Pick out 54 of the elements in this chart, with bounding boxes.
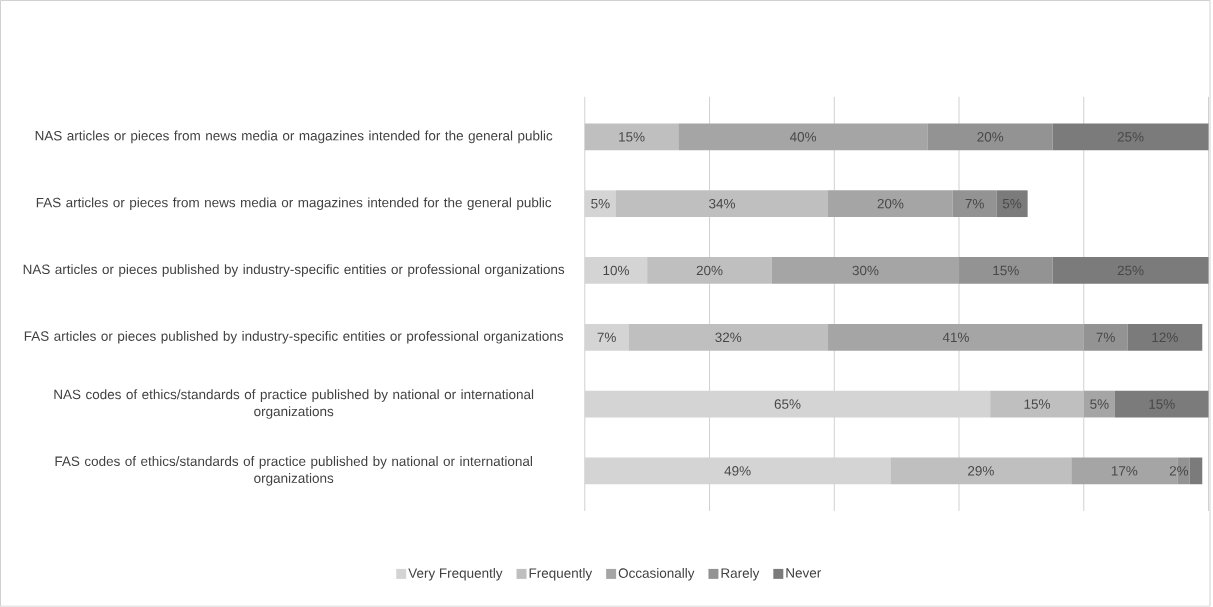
- bar: [890, 457, 1072, 485]
- bar: [1052, 123, 1209, 151]
- bar: [828, 324, 1084, 351]
- data-label: 41%: [942, 332, 969, 343]
- data-label: 7%: [597, 332, 616, 343]
- bar: [959, 257, 1053, 284]
- data-label: 29%: [968, 466, 994, 476]
- bar: [927, 123, 1053, 151]
- bar: [990, 390, 1084, 418]
- y-tick-label: FAS articles or pieces from news media or magazines intended for the general public: [36, 197, 552, 211]
- bar: [1189, 457, 1203, 485]
- data-label: 49%: [724, 466, 751, 476]
- bar: [678, 123, 928, 151]
- data-label: 5%: [1090, 399, 1109, 409]
- bar: [771, 257, 960, 284]
- y-tick-label: NAS articles or pieces published by industry-specific entities or professional organizations: [23, 264, 565, 277]
- y-tick-label: NAS codes of ethics/standards of practice published by national or international organizations: [54, 389, 534, 419]
- bar: [628, 324, 829, 351]
- bar: [1083, 324, 1128, 351]
- data-label: 15%: [619, 132, 645, 142]
- data-label: 20%: [696, 265, 723, 276]
- bar: [828, 190, 953, 218]
- data-label: 5%: [591, 199, 610, 209]
- bar: [952, 190, 997, 218]
- data-label: 17%: [1111, 466, 1138, 476]
- bar: [1114, 390, 1209, 418]
- data-label: 20%: [877, 199, 904, 209]
- bar: [584, 123, 679, 151]
- data-label: 2%: [1169, 466, 1189, 476]
- legend-label: Occasionally: [618, 568, 695, 581]
- bar: [1052, 257, 1209, 284]
- data-label: 65%: [774, 399, 801, 409]
- bar: [996, 190, 1028, 218]
- bar: [615, 190, 829, 218]
- data-label: 40%: [789, 132, 817, 142]
- data-label: 10%: [603, 265, 629, 276]
- legend-label: Rarely: [721, 568, 760, 581]
- y-tick-label: FAS codes of ethics/standards of practice published by national or international organizations: [55, 456, 532, 486]
- bar: [1127, 324, 1203, 351]
- data-label: 20%: [977, 132, 1004, 142]
- legend-label: Never: [786, 568, 822, 578]
- legend-label: Very Frequently: [408, 568, 503, 581]
- data-label: 34%: [709, 199, 736, 209]
- bar: [1083, 390, 1115, 418]
- data-label: 30%: [852, 265, 879, 276]
- data-label: 15%: [993, 265, 1019, 276]
- y-tick-label: NAS articles or pieces from news media or magazines intended for the general public: [35, 130, 553, 144]
- data-label: 7%: [1096, 332, 1115, 343]
- data-label: 32%: [715, 332, 742, 343]
- data-label: 7%: [965, 199, 984, 209]
- bar: [647, 257, 772, 284]
- data-label: 15%: [1024, 399, 1050, 409]
- y-tick-label: FAS articles or pieces published by industry-specific entities or professional organizations: [24, 331, 564, 344]
- legend-label: Frequently: [529, 568, 593, 581]
